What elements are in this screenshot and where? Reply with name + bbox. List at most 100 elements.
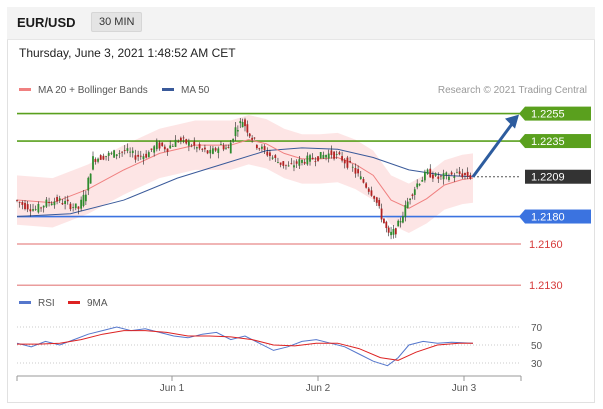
level-label: 1.2255	[531, 109, 565, 121]
candle-body	[461, 173, 464, 178]
candle-body	[220, 144, 222, 146]
candle-body	[126, 148, 129, 151]
candle-body	[201, 148, 204, 150]
candle-body	[161, 142, 164, 146]
candle-body	[285, 164, 287, 166]
candle-body	[277, 162, 279, 163]
candle-body	[253, 137, 256, 139]
candle-body	[131, 150, 134, 154]
candle-body	[380, 208, 383, 220]
candle-body	[150, 148, 153, 150]
candle-body	[335, 154, 338, 155]
candle-body	[121, 151, 123, 153]
resistance-tag-arrow	[519, 134, 525, 149]
candle-body	[166, 148, 169, 152]
candle-body	[370, 190, 373, 196]
candle-body	[42, 205, 45, 208]
candle-body	[317, 156, 319, 161]
candle-body	[21, 202, 24, 205]
ma9-legend-label: 9MA	[87, 298, 108, 309]
candle-body	[306, 155, 309, 165]
candle-body	[225, 147, 227, 149]
candle-body	[464, 172, 466, 176]
candle-body	[77, 206, 80, 209]
candle-body	[48, 201, 50, 203]
candle-body	[26, 204, 29, 210]
candle-body	[182, 137, 185, 139]
rsi-legend-swatch	[19, 301, 31, 304]
candle-body	[411, 194, 414, 196]
candle-body	[169, 145, 172, 149]
candle-body	[279, 162, 282, 165]
candle-body	[325, 154, 327, 158]
resistance-tag-arrow	[519, 106, 525, 121]
candle-body	[402, 216, 404, 223]
candle-body	[426, 169, 429, 175]
timeframe-badge[interactable]: 30 MIN	[91, 12, 143, 32]
candle-body	[349, 160, 351, 163]
candle-body	[251, 137, 254, 140]
candle-body	[397, 220, 400, 227]
x-tick-label: Jun 1	[160, 383, 185, 394]
candle-body	[214, 148, 217, 151]
ma50-legend-label: MA 50	[181, 85, 210, 96]
candle-body	[373, 196, 376, 199]
candle-body	[399, 221, 402, 223]
candle-body	[295, 161, 298, 164]
candle-body	[330, 150, 333, 156]
forecast-arrow-head	[505, 114, 519, 129]
candle-body	[362, 179, 365, 183]
ma50-line	[16, 147, 474, 218]
candle-body	[74, 203, 77, 209]
candle-body	[232, 138, 235, 142]
candle-body	[227, 147, 230, 149]
candle-body	[409, 198, 411, 200]
candle-body	[456, 172, 458, 174]
current-price-label: 1.2209	[531, 172, 565, 184]
candle-body	[404, 204, 407, 217]
candle-body	[56, 196, 58, 202]
candle-body	[69, 203, 72, 210]
candle-body	[442, 173, 445, 180]
forecast-arrow-shaft	[471, 121, 515, 178]
candle-body	[129, 151, 132, 153]
candle-body	[234, 127, 237, 137]
candle-body	[445, 172, 448, 176]
candle-body	[421, 179, 424, 182]
candle-body	[450, 172, 453, 175]
candle-body	[110, 152, 113, 154]
rsi-tick-label: 70	[531, 323, 543, 334]
candle-body	[58, 198, 61, 201]
candle-body	[440, 175, 442, 177]
candle-body	[416, 183, 419, 188]
candle-body	[153, 146, 156, 153]
current-price-tag	[525, 169, 591, 184]
candle-body	[107, 152, 110, 156]
candle-body	[236, 130, 239, 132]
candle-body	[53, 201, 56, 206]
candle-body	[82, 194, 85, 206]
candle-body	[301, 159, 303, 163]
candle-body	[365, 183, 368, 188]
level-label: 1.2180	[531, 212, 565, 224]
candle-body	[466, 171, 469, 177]
candle-body	[102, 155, 105, 160]
candle-body	[40, 207, 42, 209]
candle-body	[206, 150, 209, 154]
candle-body	[319, 152, 322, 159]
candle-body	[274, 155, 277, 158]
candle-body	[118, 153, 121, 154]
candle-body	[89, 173, 92, 184]
candle-body	[87, 177, 90, 191]
candle-body	[18, 201, 21, 203]
candle-body	[198, 144, 201, 149]
candle-body	[357, 169, 360, 174]
candle-body	[163, 146, 166, 150]
candle-body	[458, 171, 461, 174]
candle-body	[385, 221, 388, 229]
candle-body	[212, 148, 214, 154]
candle-body	[271, 157, 274, 159]
x-tick-label: Jun 2	[306, 383, 331, 394]
candle-body	[137, 154, 140, 157]
candle-body	[378, 200, 381, 206]
